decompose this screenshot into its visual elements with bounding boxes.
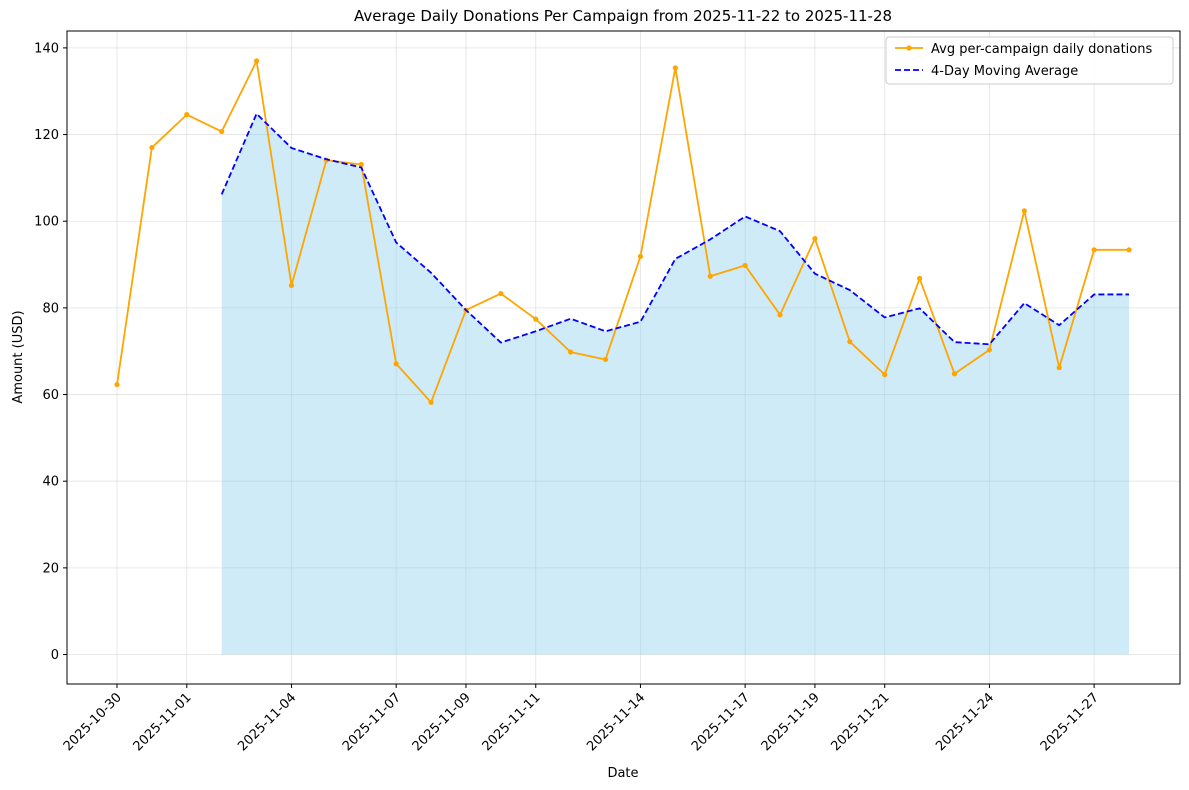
y-tick-label: 100 [34, 215, 59, 230]
moving-average-fill-area [221, 113, 1130, 655]
moving-average-fill [221, 113, 1130, 655]
avg-donations-point [428, 399, 434, 405]
avg-donations-point [672, 65, 678, 71]
y-tick-label: 0 [51, 648, 59, 663]
avg-donations-point [812, 235, 818, 242]
avg-donations-point [707, 273, 713, 279]
avg-donations-point [742, 262, 748, 269]
avg-donations-point [602, 356, 609, 363]
avg-donations-point [882, 372, 888, 378]
series-lines [114, 58, 1132, 405]
legend-frame [885, 36, 1174, 85]
avg-donations-point [917, 275, 923, 282]
y-tick-label: 120 [34, 128, 59, 143]
legend: Avg per-campaign daily donations 4-Day M… [885, 36, 1174, 85]
legend-swatch-avg-marker [906, 45, 912, 51]
chart-title: Average Daily Donations Per Campaign fro… [354, 7, 892, 25]
avg-donations-point [951, 371, 958, 377]
avg-donations-point [393, 361, 399, 367]
avg-donations-line [116, 59, 1129, 404]
avg-donations-point [149, 144, 155, 151]
y-tick-label: 40 [42, 475, 59, 490]
avg-donations-point [184, 112, 190, 118]
legend-label-avg: Avg per-campaign daily donations [931, 42, 1152, 57]
y-axis-title: Amount (USD) [11, 310, 26, 403]
avg-donations-point [1126, 247, 1132, 253]
avg-donations-point [253, 58, 260, 64]
avg-donations-point [1056, 365, 1062, 371]
grid-lines [67, 31, 1180, 684]
x-axis-title: Date [607, 766, 638, 781]
avg-donations-point [288, 282, 295, 288]
avg-donations-point [777, 312, 783, 318]
avg-donations-point [358, 161, 364, 168]
plot-area-frame [66, 30, 1181, 685]
avg-donations-point [533, 316, 539, 322]
y-tick-label: 20 [42, 561, 59, 576]
moving-average-line [220, 112, 1129, 346]
avg-donations-point [986, 347, 993, 353]
avg-donations-point [637, 253, 644, 259]
y-tick-label: 140 [34, 41, 59, 56]
avg-donations-point [847, 339, 853, 345]
y-tick-label: 80 [42, 301, 59, 316]
y-tick-label: 60 [42, 388, 59, 403]
avg-donations-point [114, 381, 120, 388]
avg-donations-point [568, 349, 574, 355]
avg-donations-point [219, 128, 225, 135]
y-axis: 0 20 40 60 80 100 120 140 [34, 41, 67, 663]
avg-donations-point [1091, 247, 1097, 253]
legend-label-moving-average: 4-Day Moving Average [931, 64, 1078, 79]
avg-donations-point [498, 290, 504, 297]
avg-donations-point [1021, 208, 1027, 214]
